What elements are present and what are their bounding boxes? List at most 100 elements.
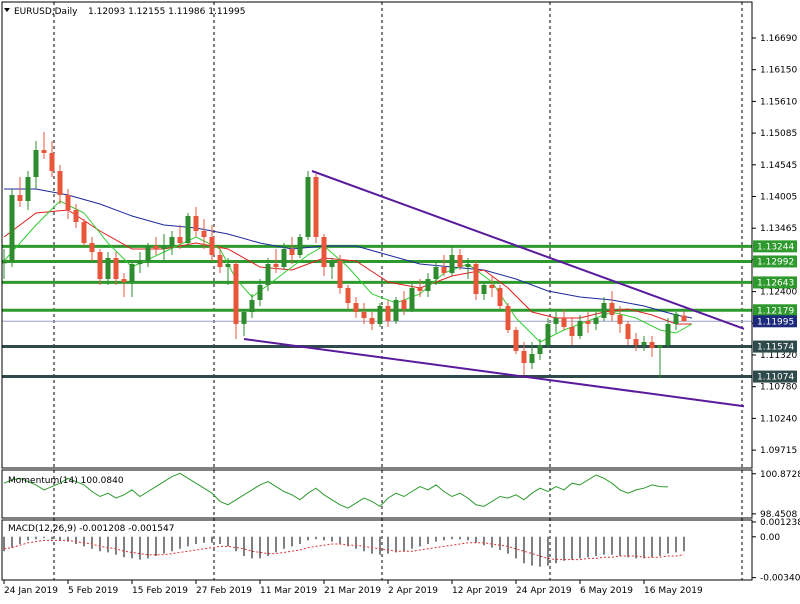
- candle-body: [609, 303, 615, 315]
- candle-body: [97, 252, 103, 279]
- candle: [681, 311, 687, 322]
- candle: [201, 219, 207, 249]
- candle-body: [521, 351, 527, 363]
- candle-body: [329, 261, 335, 267]
- candle: [657, 345, 663, 378]
- candle-body: [225, 264, 231, 267]
- candle: [425, 273, 431, 297]
- candle-body: [393, 300, 399, 321]
- candle-body: [361, 312, 367, 318]
- current-price-label: 1.11995: [757, 317, 794, 327]
- level-price-label: 1.11574: [757, 343, 794, 353]
- candle: [385, 300, 391, 327]
- time-tick-label: 5 Feb 2019: [68, 586, 119, 596]
- candle-body: [113, 258, 119, 279]
- price-tick-label: 1.16690: [760, 34, 797, 44]
- momentum-label: Momentum(14) 100.0840: [8, 476, 124, 486]
- candle: [569, 318, 575, 345]
- trendlines-layer: [243, 170, 745, 408]
- price-labels-layer: 1.13244 1.12992 1.12643 1.12179 1.11574 1.110…: [753, 240, 797, 383]
- candle: [41, 132, 47, 159]
- ohlc-readout: 1.12093 1.12155 1.11986 1.11995: [88, 7, 245, 17]
- candle: [289, 237, 295, 264]
- candle-body: [121, 279, 127, 282]
- candle: [441, 255, 447, 276]
- candle-body: [425, 279, 431, 291]
- price-pane-frame: [1, 1, 753, 469]
- candle-body: [145, 246, 151, 261]
- candle-body: [73, 210, 79, 222]
- candle-body: [265, 264, 271, 285]
- macd-label: MACD(12,26,9) -0.001208 -0.001547: [8, 524, 174, 534]
- candle-body: [217, 255, 223, 267]
- candle-body: [193, 216, 199, 231]
- candle-body: [577, 321, 583, 336]
- candle: [25, 171, 31, 210]
- candle: [185, 213, 191, 246]
- candle-body: [497, 288, 503, 306]
- momentum-tick-label: 98.4508: [760, 510, 797, 520]
- candle: [601, 297, 607, 321]
- macd-tick-label: -0.003402: [760, 574, 800, 584]
- candle: [353, 297, 359, 318]
- candle: [409, 282, 415, 312]
- candle: [193, 207, 199, 237]
- candle-body: [529, 354, 535, 363]
- level-price-box: [753, 370, 797, 383]
- macd-pane-frame: [1, 519, 753, 581]
- menu-triangle-icon[interactable]: [4, 8, 10, 12]
- candle: [97, 249, 103, 285]
- candle-body: [377, 306, 383, 324]
- candle-body: [33, 150, 39, 177]
- level-price-label: 1.11074: [757, 373, 794, 383]
- candle-body: [449, 255, 455, 273]
- candle: [1, 249, 7, 279]
- candle-body: [465, 264, 471, 267]
- candle-body: [169, 237, 175, 246]
- candle: [465, 258, 471, 279]
- macd-tick-label: 0.001238: [760, 518, 800, 528]
- time-tick-label: 12 Apr 2019: [452, 586, 508, 596]
- candle-body: [249, 300, 255, 312]
- candle: [9, 189, 15, 267]
- candle-body: [241, 312, 247, 324]
- ma-slow-line: [4, 188, 693, 319]
- price-tick-label: 1.10780: [760, 383, 797, 393]
- time-tick-label: 24 Jan 2019: [4, 586, 58, 596]
- candle-body: [641, 342, 647, 345]
- candle: [329, 258, 335, 279]
- candle-body: [129, 264, 135, 282]
- candle-body: [617, 315, 623, 324]
- price-tick-label: 1.13465: [760, 224, 797, 234]
- candle-body: [345, 288, 351, 303]
- candle-body: [281, 249, 287, 267]
- candle-body: [321, 237, 327, 267]
- candle-body: [49, 153, 55, 171]
- price-tick-label: 1.15610: [760, 97, 797, 107]
- candle: [417, 279, 423, 297]
- candle-body: [673, 313, 679, 324]
- candle: [257, 279, 263, 306]
- candle-body: [81, 222, 87, 243]
- candle: [209, 225, 215, 261]
- candle-body: [305, 177, 311, 237]
- candle: [393, 297, 399, 324]
- momentum-pane-frame: [1, 469, 753, 519]
- candle: [433, 261, 439, 285]
- level-price-box: [753, 340, 797, 353]
- candle: [497, 285, 503, 309]
- candle-body: [257, 285, 263, 300]
- candle: [489, 276, 495, 297]
- candle-body: [625, 324, 631, 339]
- price-tick-label: 1.14545: [760, 161, 797, 171]
- candle-body: [601, 303, 607, 318]
- candle: [129, 261, 135, 297]
- price-tick-label: 1.14005: [760, 193, 797, 203]
- candle-body: [633, 339, 639, 345]
- candle: [249, 294, 255, 318]
- candle-body: [513, 330, 519, 351]
- candle-body: [489, 285, 495, 288]
- candle: [113, 252, 119, 285]
- level-price-box: [753, 276, 797, 289]
